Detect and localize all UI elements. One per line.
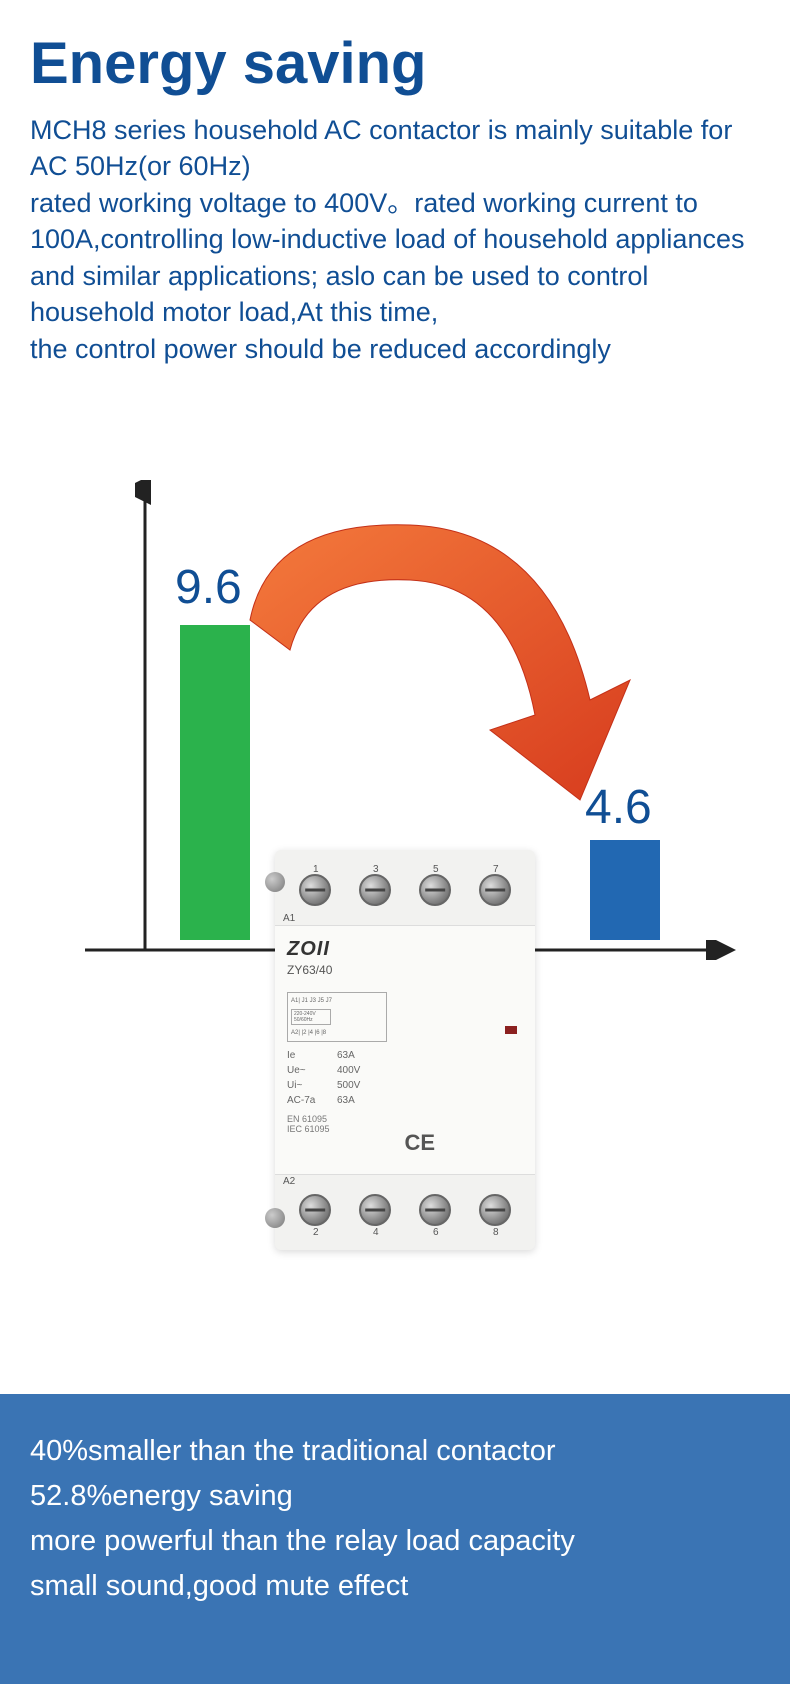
circuit-diagram: A1| J1 J3 J5 J7 220-240V 50/60Hz A2| |2 …: [287, 992, 387, 1042]
screw-icon: 7: [479, 874, 511, 906]
down-arrow-icon: [210, 500, 670, 840]
specs-list: Ie63A Ue~400V Ui~500V AC-7a63A: [287, 1050, 523, 1106]
screw-icon: 4: [359, 1194, 391, 1226]
ce-mark: CE: [404, 1130, 435, 1156]
model-text: ZY63/40: [287, 963, 523, 977]
bar-chart: 9.6 4.6 A1 1 3 5 7 ZOII ZY63/40 A1| J1 J…: [80, 480, 730, 1300]
bar-2: [590, 840, 660, 940]
product-image: A1 1 3 5 7 ZOII ZY63/40 A1| J1 J3 J5 J7 …: [275, 850, 535, 1250]
y-axis-line: [135, 480, 155, 960]
footer-line-1: 40%smaller than the traditional contacto…: [30, 1429, 760, 1474]
footer-panel: 40%smaller than the traditional contacto…: [0, 1394, 790, 1684]
terminal-label-a2: A2: [283, 1176, 295, 1187]
header-section: Energy saving MCH8 series household AC c…: [0, 0, 790, 377]
screw-icon: 6: [419, 1194, 451, 1226]
footer-line-2: 52.8%energy saving: [30, 1474, 760, 1519]
screw-icon: 5: [419, 874, 451, 906]
description-text: MCH8 series household AC contactor is ma…: [30, 112, 760, 367]
footer-line-4: small sound,good mute effect: [30, 1564, 760, 1609]
page-title: Energy saving: [30, 30, 760, 97]
screw-icon: 1: [299, 874, 331, 906]
screw-icon: 2: [299, 1194, 331, 1226]
brand-text: ZOII: [287, 938, 523, 961]
terminal-strip-bottom: A2 2 4 6 8: [275, 1180, 535, 1240]
led-indicator: [505, 1026, 517, 1034]
device-label-panel: ZOII ZY63/40 A1| J1 J3 J5 J7 220-240V 50…: [275, 925, 535, 1175]
terminal-label-a1: A1: [283, 913, 295, 924]
terminal-strip-top: A1 1 3 5 7: [275, 860, 535, 920]
footer-line-3: more powerful than the relay load capaci…: [30, 1519, 760, 1564]
screw-icon: 3: [359, 874, 391, 906]
screw-icon: 8: [479, 1194, 511, 1226]
